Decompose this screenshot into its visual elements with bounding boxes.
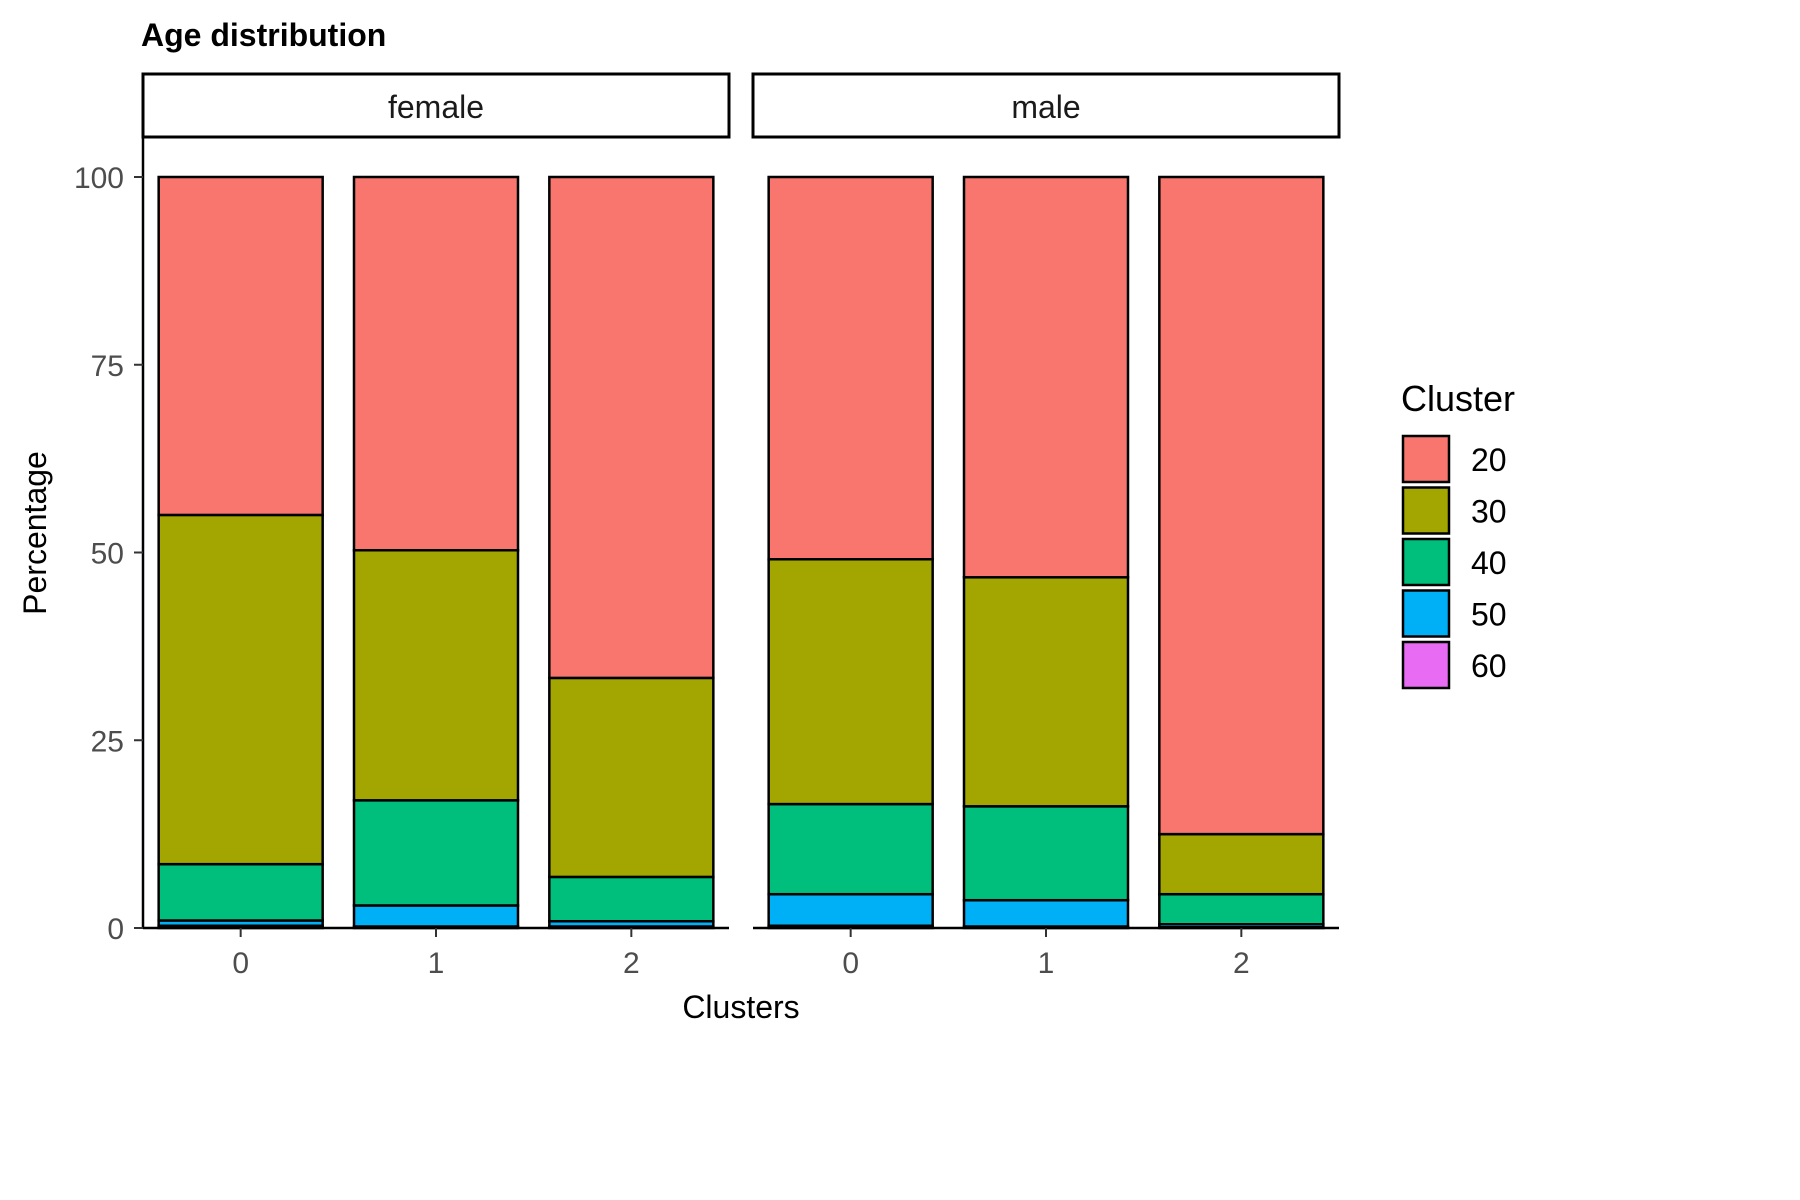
- bar-segment-female-cluster-1-age-20: [352, 175, 520, 552]
- legend: Cluster 20 30 40 50 60: [1401, 378, 1515, 690]
- bar-segment-female-cluster-1-age-40: [352, 799, 520, 907]
- bar-segment-female-cluster-2-age-40: [548, 875, 715, 923]
- chart-title: Age distribution: [141, 17, 386, 53]
- bar-segment-male-cluster-2-age-40: [1158, 892, 1325, 926]
- facet-panels: female 0 1 2 male 0 1 2: [141, 72, 1341, 980]
- bar-segment-male-cluster-2-age-20: [1158, 175, 1325, 836]
- facet-strip: [751, 72, 1341, 139]
- legend-key-30: [1401, 486, 1451, 535]
- legend-label: 40: [1471, 545, 1507, 581]
- legend-key-60: [1401, 640, 1451, 690]
- x-tick-label: 0: [842, 947, 859, 980]
- facet-strip: [141, 72, 731, 139]
- y-tick-label: 100: [74, 162, 124, 195]
- facet-strip-label: female: [388, 89, 484, 125]
- bar-segment-male-cluster-1-age-30: [962, 576, 1130, 808]
- x-tick-label: 1: [428, 947, 445, 980]
- bar-segment-male-cluster-1-age-40: [962, 805, 1130, 902]
- x-tick-label: 0: [232, 947, 249, 980]
- bar-segment-male-cluster-0-age-20: [767, 175, 934, 561]
- legend-key-40: [1401, 537, 1451, 587]
- legend-label: 20: [1471, 442, 1507, 478]
- legend-key-20: [1401, 434, 1451, 484]
- bar-segment-female-cluster-2-age-30: [548, 676, 715, 879]
- bar-segment-male-cluster-1-age-50: [962, 898, 1130, 928]
- x-axis-label: Clusters: [682, 989, 799, 1025]
- facet-panel-female: female 0 1 2: [141, 72, 731, 980]
- stacked-bar-chart: Age distribution Clusters Percentage 025…: [17, 17, 1515, 1025]
- legend-title: Cluster: [1401, 378, 1515, 419]
- bar-segment-female-cluster-0-age-30: [157, 513, 324, 866]
- y-tick-label: 25: [91, 725, 124, 758]
- x-tick-label: 1: [1038, 947, 1055, 980]
- y-tick-label: 75: [91, 350, 124, 383]
- bar-segment-female-cluster-0-age-20: [157, 175, 324, 517]
- legend-label: 50: [1471, 597, 1507, 633]
- bar-segment-male-cluster-0-age-30: [767, 558, 934, 806]
- legend-key-50: [1401, 589, 1451, 638]
- bar-segment-female-cluster-0-age-40: [157, 862, 324, 922]
- x-tick-label: 2: [1233, 947, 1250, 980]
- x-tick-label: 2: [623, 947, 640, 980]
- facet-panel-male: male 0 1 2: [751, 72, 1341, 980]
- bar-segment-female-cluster-2-age-20: [548, 175, 715, 680]
- facet-strip-label: male: [1011, 89, 1080, 125]
- bar-segment-male-cluster-0-age-40: [767, 802, 934, 896]
- bar-segment-male-cluster-2-age-30: [1158, 832, 1325, 896]
- y-axis: 0 25 50 75 100: [74, 137, 145, 946]
- legend-label: 60: [1471, 648, 1507, 684]
- y-axis-label: Percentage: [17, 451, 53, 615]
- legend-label: 30: [1471, 494, 1507, 530]
- bar-segment-female-cluster-1-age-30: [352, 548, 520, 802]
- bar-segment-female-cluster-1-age-50: [352, 904, 520, 928]
- y-tick-label: 50: [91, 538, 124, 571]
- bar-segment-male-cluster-1-age-20: [962, 175, 1130, 579]
- y-tick-label: 0: [107, 913, 124, 946]
- bar-segment-male-cluster-0-age-50: [767, 892, 934, 927]
